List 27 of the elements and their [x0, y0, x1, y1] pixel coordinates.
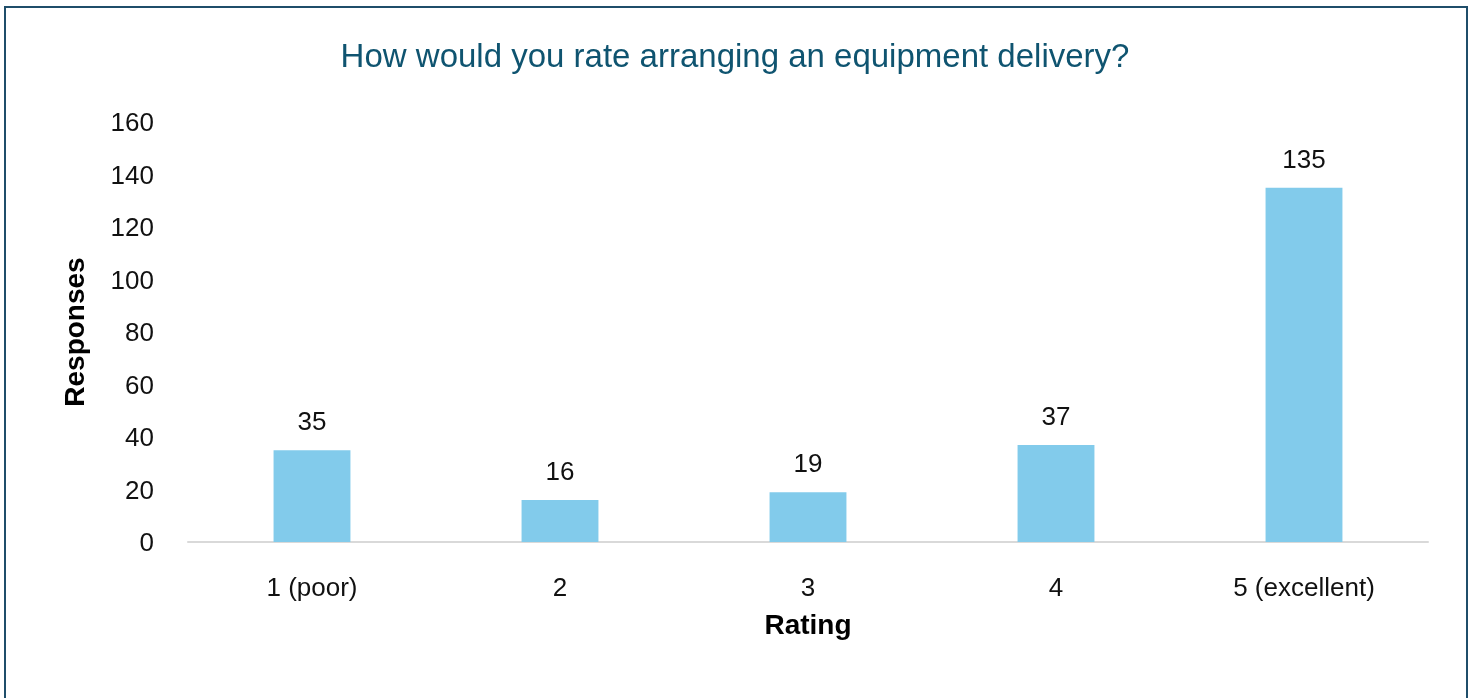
bar — [1265, 187, 1343, 542]
data-label: 16 — [545, 456, 575, 486]
x-tick-label: 1 (poor) — [266, 572, 358, 602]
y-tick-label: 20 — [125, 474, 154, 505]
y-tick-label: 80 — [125, 317, 154, 347]
y-tick-label: 120 — [110, 212, 154, 242]
y-tick-label: 140 — [110, 159, 154, 190]
data-label: 37 — [1041, 400, 1071, 431]
data-label: 35 — [297, 406, 327, 437]
data-label: 19 — [793, 448, 823, 479]
bar — [1017, 444, 1095, 542]
x-tick-label: 3 — [800, 572, 816, 602]
y-axis-title: Responses — [58, 257, 90, 407]
bar — [273, 450, 351, 542]
x-tick-label: 2 — [552, 572, 568, 602]
y-tick-label: 60 — [125, 369, 154, 400]
x-tick-label: 4 — [1048, 572, 1064, 602]
y-tick-label: 0 — [139, 527, 154, 557]
data-label: 135 — [1282, 143, 1326, 174]
y-tick-label: 160 — [110, 107, 154, 137]
bar — [521, 500, 599, 542]
bar — [769, 492, 847, 542]
x-tick-label: 5 (excellent) — [1233, 572, 1375, 602]
y-tick-label: 40 — [125, 422, 154, 452]
x-axis-title: Rating — [764, 608, 852, 640]
y-tick-label: 100 — [110, 264, 154, 295]
chart-title: How would you rate arranging an equipment delivery? — [340, 37, 1130, 74]
